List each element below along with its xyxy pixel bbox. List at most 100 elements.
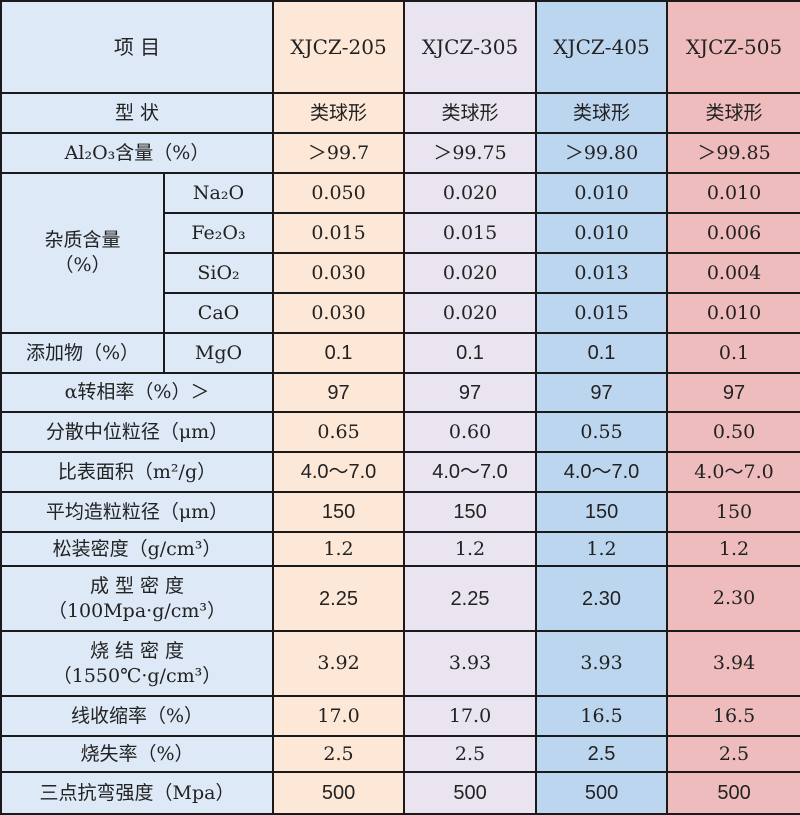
row-label: 烧 结 密 度（1550℃·g/cm³） xyxy=(0,630,275,697)
value-cell: 3.93 xyxy=(403,630,538,697)
value-cell: 0.020 xyxy=(403,252,538,294)
row-label-text: 成 型 密 度 xyxy=(89,574,185,597)
value-cell: 类球形 xyxy=(403,92,538,134)
row-label-text: 比表面积（m²/g） xyxy=(57,460,217,483)
table-row: 杂质含量（%） Na₂O 0.050 0.020 0.010 0.010 xyxy=(0,172,800,334)
value-cell: 4.0～7.0 xyxy=(535,451,669,493)
value-cell: 1.2 xyxy=(272,531,406,567)
table-row: 松装密度（g/cm³） 1.2 1.2 1.2 1.2 xyxy=(0,531,800,567)
row-label-text: 型 状 xyxy=(114,101,160,124)
value-cell: 类球形 xyxy=(535,92,669,134)
table-row: SiO₂ 0.030 0.020 0.013 0.004 xyxy=(1,252,800,294)
table-row: 平均造粒粒径（μm） 150 150 150 150 xyxy=(0,491,800,533)
value-cell: 3.93 xyxy=(535,630,669,697)
value-cell: 0.050 xyxy=(272,172,406,214)
value-cell: 1.2 xyxy=(666,531,800,567)
value-cell: 2.5 xyxy=(403,735,538,773)
table-row: 分散中位粒径（μm） 0.65 0.60 0.55 0.50 xyxy=(0,411,800,453)
value-cell: 1.2 xyxy=(535,531,669,567)
value-cell: 4.0～7.0 xyxy=(403,451,538,493)
value-cell: 0.015 xyxy=(535,292,669,334)
sub-label: Na₂O xyxy=(162,172,275,214)
table-row: Al₂O₃含量（%） ＞99.7 ＞99.75 ＞99.80 ＞99.85 xyxy=(0,132,800,174)
value-cell: 0.004 xyxy=(666,252,800,294)
value-cell: ＞99.7 xyxy=(272,132,406,174)
row-label-text: 分散中位粒径（μm） xyxy=(45,420,229,443)
group-label: 添加物（%） xyxy=(0,332,165,374)
row-label-text: 线收缩率（%） xyxy=(70,704,204,727)
value-cell: 0.1 xyxy=(666,332,800,374)
value-cell: 0.1 xyxy=(272,332,406,374)
value-cell: 4.0～7.0 xyxy=(666,451,800,493)
value-cell: 0.030 xyxy=(272,292,406,334)
value-cell: 0.013 xyxy=(535,252,669,294)
value-cell: 0.015 xyxy=(403,212,538,254)
value-cell: 17.0 xyxy=(403,695,538,737)
product-header: XJCZ-205 xyxy=(272,0,406,94)
value-cell: 0.1 xyxy=(403,332,538,374)
row-label: 平均造粒粒径（μm） xyxy=(0,491,275,533)
value-cell: 2.30 xyxy=(535,565,669,632)
value-cell: 500 xyxy=(666,771,800,815)
row-label-text: Al₂O₃含量（%） xyxy=(64,141,210,164)
value-cell: 97 xyxy=(272,372,406,413)
row-label: 松装密度（g/cm³） xyxy=(0,531,275,567)
row-label: α转相率（%）＞ xyxy=(0,372,275,413)
value-cell: 97 xyxy=(535,372,669,413)
value-cell: 500 xyxy=(535,771,669,815)
value-cell: 2.5 xyxy=(272,735,406,773)
value-cell: 2.30 xyxy=(666,565,800,632)
value-cell: 150 xyxy=(666,491,800,533)
value-cell: 97 xyxy=(666,372,800,413)
group-label-text: 杂质含量（%） xyxy=(44,229,121,276)
row-label-text: α转相率（%）＞ xyxy=(64,381,210,404)
product-header: XJCZ-305 xyxy=(403,0,538,94)
value-cell: ＞99.75 xyxy=(403,132,538,174)
value-cell: 0.020 xyxy=(403,292,538,334)
product-header: XJCZ-505 xyxy=(666,0,800,94)
value-cell: 0.010 xyxy=(535,172,669,214)
table-row: 线收缩率（%） 17.0 17.0 16.5 16.5 xyxy=(0,695,800,737)
row-label: 烧失率（%） xyxy=(0,735,275,773)
row-label-text: 烧 结 密 度 xyxy=(89,639,185,662)
value-cell: 类球形 xyxy=(272,92,406,134)
value-cell: 0.010 xyxy=(666,292,800,334)
item-header: 项 目 xyxy=(0,0,275,94)
row-label: 型 状 xyxy=(0,92,275,134)
value-cell: 17.0 xyxy=(272,695,406,737)
value-cell: 2.25 xyxy=(272,565,406,632)
value-cell: 16.5 xyxy=(666,695,800,737)
value-cell: 4.0～7.0 xyxy=(272,451,406,493)
value-cell: 16.5 xyxy=(535,695,669,737)
table-row: 比表面积（m²/g） 4.0～7.0 4.0～7.0 4.0～7.0 4.0～7.0 xyxy=(0,451,800,493)
row-label-text: 松装密度（g/cm³） xyxy=(52,537,222,560)
sub-label: SiO₂ xyxy=(162,252,275,294)
value-cell: 150 xyxy=(403,491,538,533)
value-cell: 2.5 xyxy=(535,735,669,773)
row-label: 比表面积（m²/g） xyxy=(0,451,275,493)
row-label: 成 型 密 度（100Mpa·g/cm³） xyxy=(0,565,275,632)
value-cell: 150 xyxy=(535,491,669,533)
value-cell: 0.020 xyxy=(403,172,538,214)
value-cell: 500 xyxy=(272,771,406,815)
value-cell: 0.006 xyxy=(666,212,800,254)
sub-label: Fe₂O₃ xyxy=(162,212,275,254)
table-row: 添加物（%） MgO 0.1 0.1 0.1 0.1 xyxy=(0,332,800,374)
value-cell: 类球形 xyxy=(666,92,800,134)
sub-label: MgO xyxy=(162,332,275,374)
value-cell: 150 xyxy=(272,491,406,533)
value-cell: 2.5 xyxy=(666,735,800,773)
product-header: XJCZ-405 xyxy=(535,0,669,94)
row-label-unit: （100Mpa·g/cm³） xyxy=(47,599,227,622)
value-cell: 3.94 xyxy=(666,630,800,697)
table-row: 三点抗弯强度（Mpa） 500 500 500 500 xyxy=(0,771,800,815)
row-label: Al₂O₃含量（%） xyxy=(0,132,275,174)
value-cell: 0.65 xyxy=(272,411,406,453)
row-label: 线收缩率（%） xyxy=(0,695,275,737)
table-row: 烧 结 密 度（1550℃·g/cm³） 3.92 3.93 3.93 3.94 xyxy=(0,630,800,697)
table-row: Fe₂O₃ 0.015 0.015 0.010 0.006 xyxy=(1,212,800,254)
value-cell: 2.25 xyxy=(403,565,538,632)
value-cell: ＞99.85 xyxy=(666,132,800,174)
value-cell: 97 xyxy=(403,372,538,413)
value-cell: 1.2 xyxy=(403,531,538,567)
